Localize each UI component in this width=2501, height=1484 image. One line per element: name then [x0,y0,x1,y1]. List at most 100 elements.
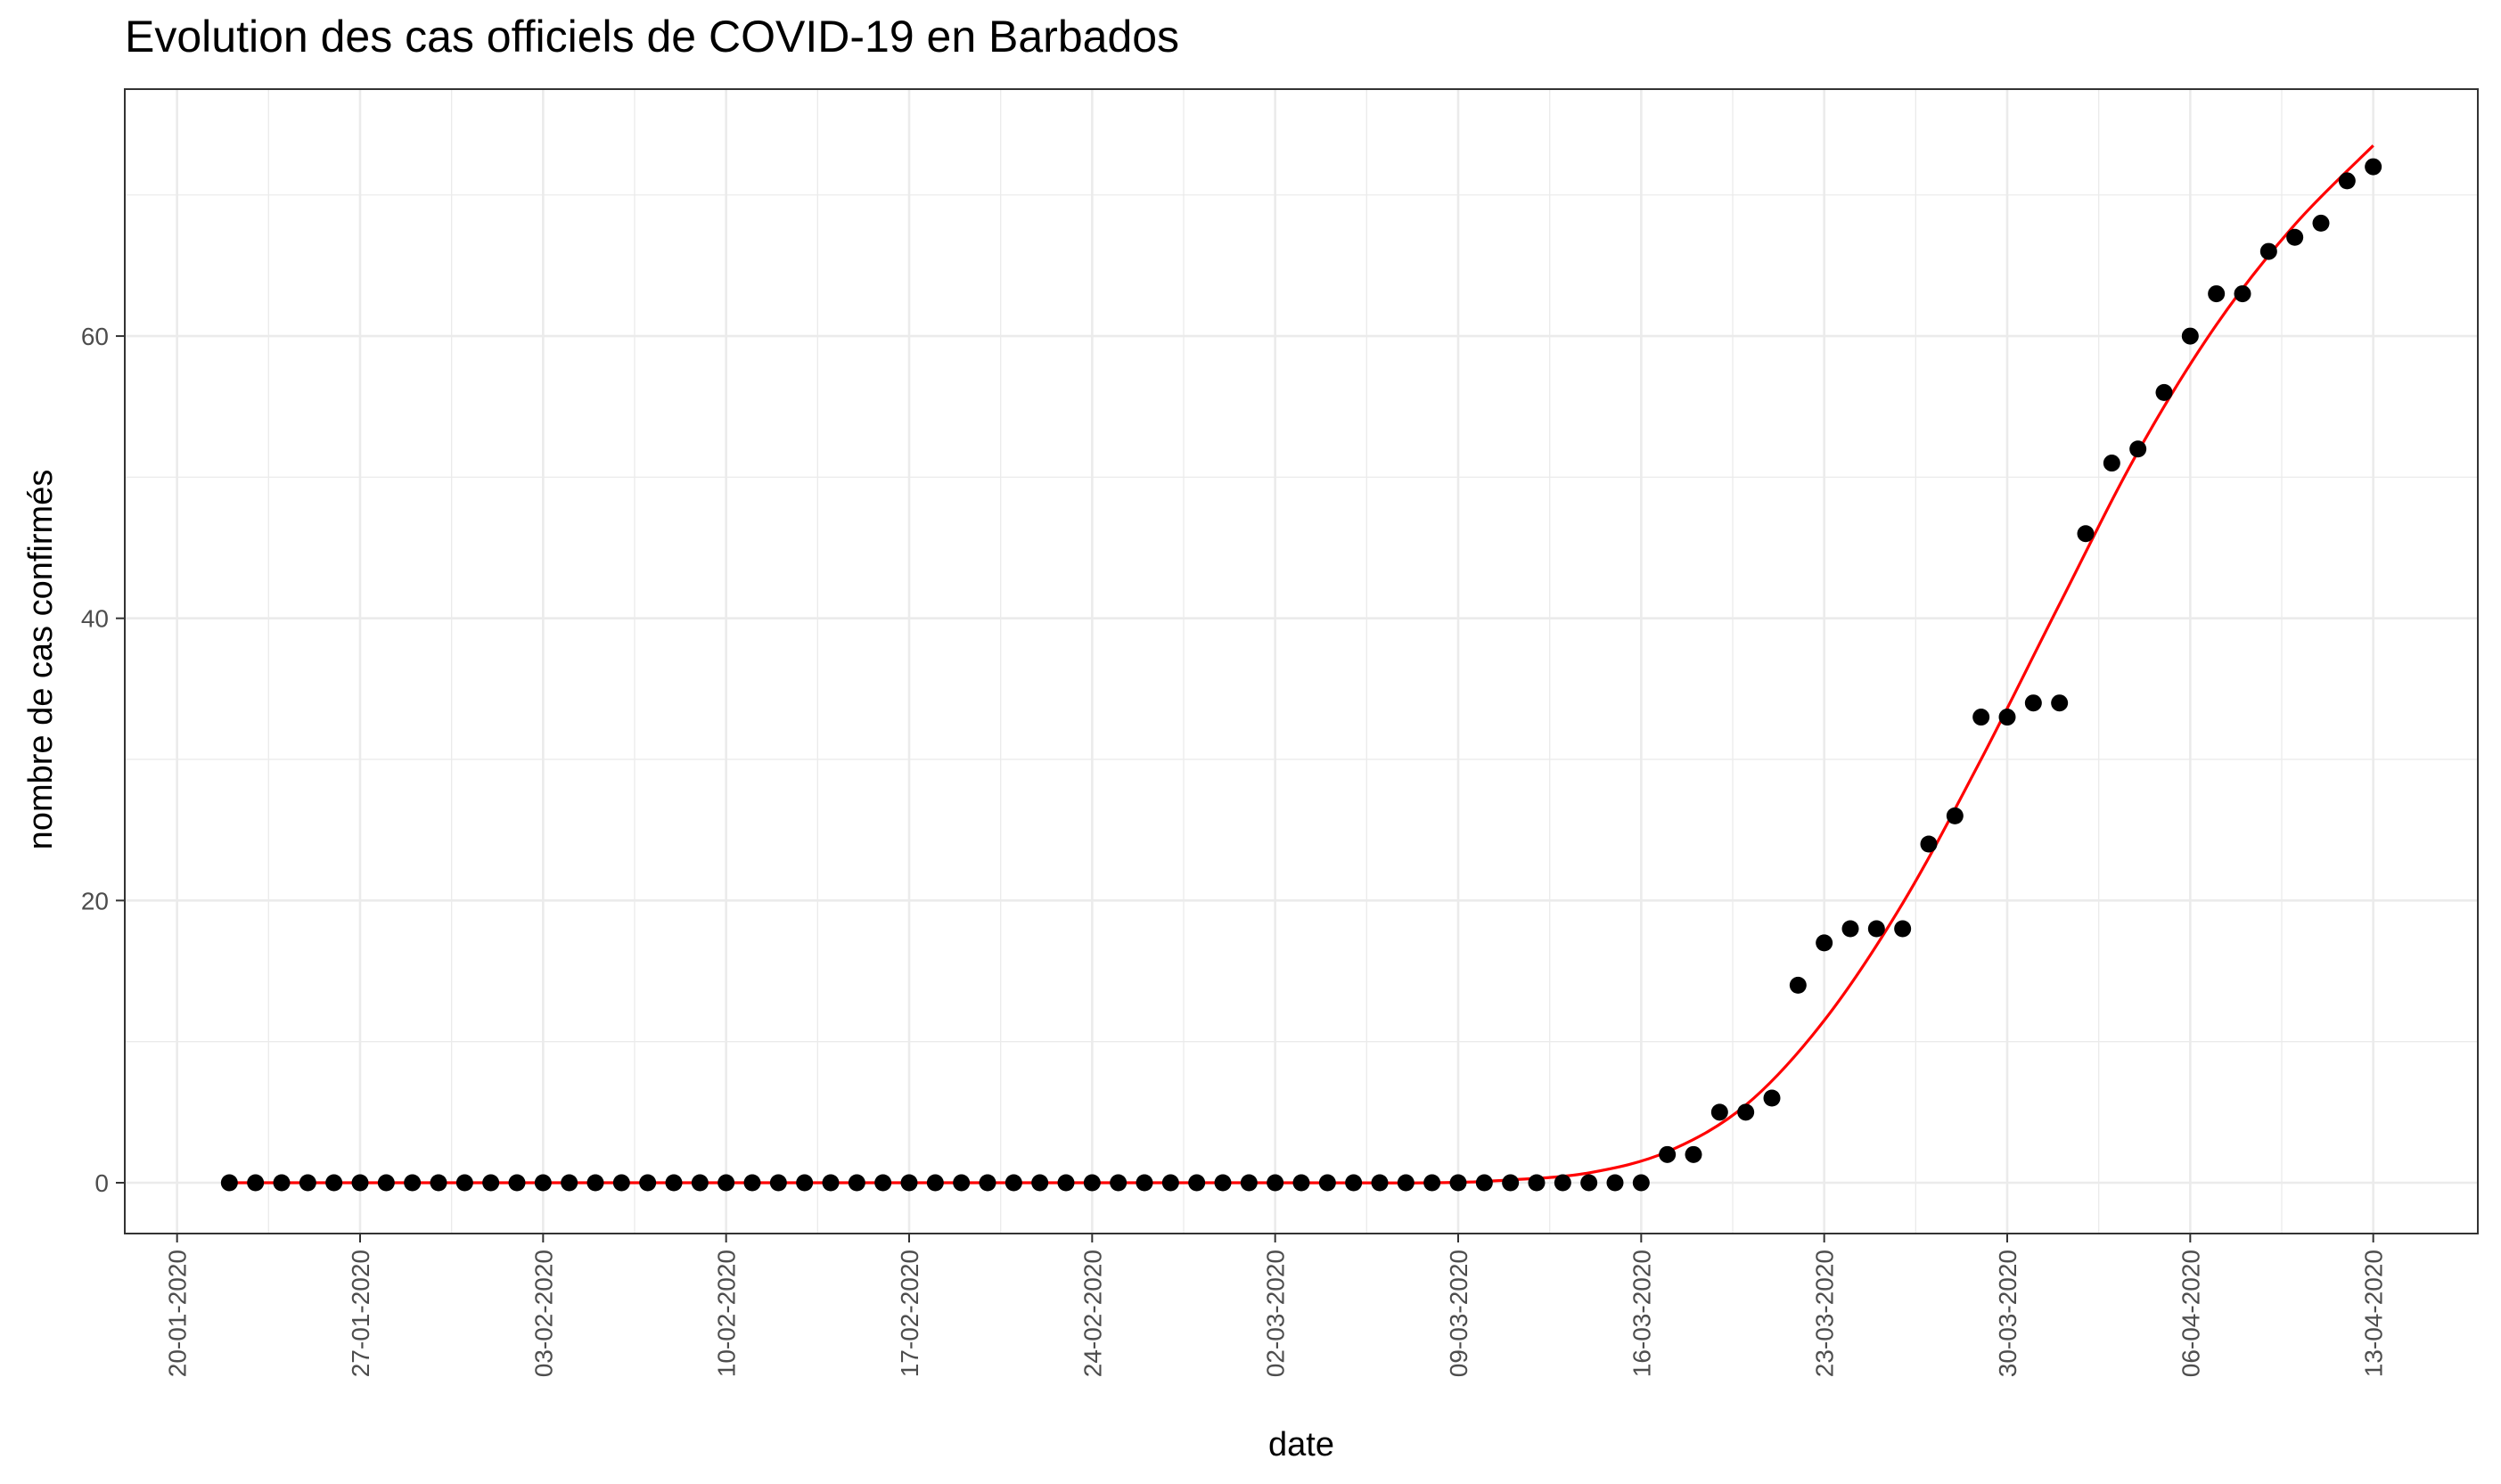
data-point [2259,242,2277,260]
data-point [1161,1174,1179,1192]
x-tick-label: 23-03-2020 [1811,1250,1839,1377]
x-tick-label: 13-04-2020 [2360,1250,2388,1377]
data-point [953,1174,971,1192]
data-point [1789,976,1807,994]
data-point [2155,383,2173,401]
data-point [1318,1174,1336,1192]
data-point [874,1174,892,1192]
data-point [299,1174,316,1192]
data-point [2208,285,2226,303]
data-point [1685,1145,1702,1163]
data-point [1423,1174,1441,1192]
data-point [979,1174,996,1192]
data-point [1554,1174,1571,1192]
data-point [2234,285,2251,303]
data-point [2051,694,2069,712]
data-point [769,1174,787,1192]
data-point [2312,214,2330,232]
data-point [508,1174,526,1192]
y-tick-label: 60 [81,323,109,350]
data-point [561,1174,578,1192]
data-point [2365,158,2382,176]
data-point [2024,694,2042,712]
x-tick-label: 27-01-2020 [347,1250,374,1377]
data-point [1946,807,1964,824]
x-tick-label: 16-03-2020 [1628,1250,1655,1377]
x-tick-label: 02-03-2020 [1262,1250,1290,1377]
data-point [848,1174,865,1192]
fit-layer [229,144,2374,1185]
data-point [665,1174,683,1192]
x-tick-label: 17-02-2020 [896,1250,923,1377]
data-point [1345,1174,1363,1192]
data-point [1292,1174,1310,1192]
data-point [1763,1089,1781,1107]
data-point [1972,709,1990,726]
data-point [900,1174,918,1192]
fit-line [229,144,2374,1185]
y-axis-title: nombre de cas confirmés [22,470,60,850]
data-point [1894,920,1912,938]
data-point [1371,1174,1389,1192]
data-point [220,1174,238,1192]
data-point [1502,1174,1520,1192]
data-point [1710,1103,1728,1121]
data-point [1867,920,1885,938]
x-tick-label: 03-02-2020 [529,1250,557,1377]
data-point [2338,172,2356,190]
data-point [1214,1174,1232,1192]
data-point [1240,1174,1258,1192]
grid-layer [125,89,2478,1234]
data-point [1267,1174,1284,1192]
x-tick-label: 06-04-2020 [2177,1250,2204,1377]
data-point [2129,440,2147,458]
data-point [247,1174,265,1192]
data-point [1580,1174,1598,1192]
data-point [1998,709,2016,726]
data-point [1737,1103,1755,1121]
data-point [1475,1174,1493,1192]
data-point [404,1174,422,1192]
data-point [1632,1174,1650,1192]
data-point [377,1174,395,1192]
axis-layer: 0 20 40 60 20-01-2020 27-01-2020 03-02-2020 10-… [81,323,2388,1377]
data-point [1841,920,1859,938]
data-point [1816,934,1833,952]
data-point [1528,1174,1546,1192]
data-point [1031,1174,1049,1192]
data-point [2077,525,2095,543]
data-point [1057,1174,1075,1192]
data-point [482,1174,500,1192]
x-axis-title: date [1268,1426,1334,1464]
data-point [691,1174,709,1192]
data-point [1188,1174,1206,1192]
chart-title: Evolution des cas officiels de COVID-19 … [125,12,1180,61]
data-point [1606,1174,1624,1192]
data-point [455,1174,473,1192]
data-point [325,1174,343,1192]
data-point [822,1174,840,1192]
data-point [430,1174,447,1192]
y-tick-label: 40 [81,605,109,633]
data-point [2103,455,2120,472]
data-point [2286,228,2304,246]
data-point [273,1174,291,1192]
data-point [1449,1174,1467,1192]
x-tick-label: 10-02-2020 [713,1250,741,1377]
data-point [351,1174,369,1192]
data-point [1004,1174,1022,1192]
data-point [1659,1145,1677,1163]
point-layer [220,158,2382,1192]
x-tick-label: 09-03-2020 [1445,1250,1472,1377]
data-point [1110,1174,1128,1192]
data-point [796,1174,814,1192]
x-tick-label: 20-01-2020 [164,1250,192,1377]
x-tick-label: 24-02-2020 [1078,1250,1106,1377]
data-point [586,1174,604,1192]
data-point [2181,327,2199,345]
data-point [718,1174,735,1192]
data-point [1083,1174,1101,1192]
data-point [1920,835,1938,853]
data-point [534,1174,552,1192]
